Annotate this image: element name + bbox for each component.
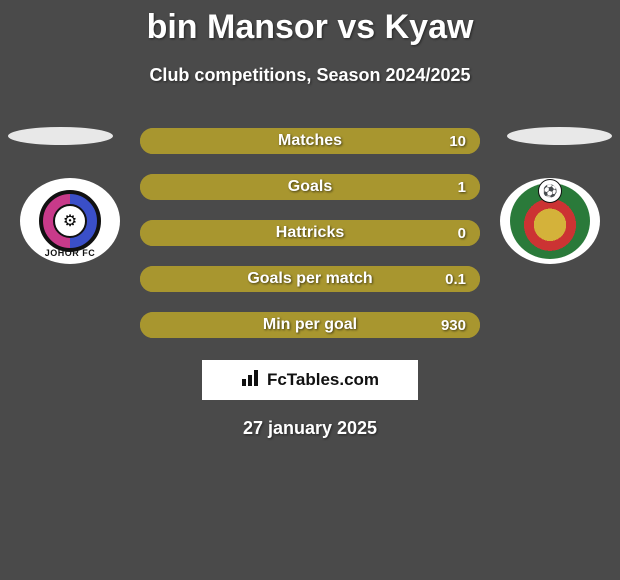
stat-row: Hattricks 0	[140, 220, 480, 246]
stat-label: Matches	[278, 132, 342, 150]
stat-row: Matches 10	[140, 128, 480, 154]
soccer-ball-icon: ⚽	[538, 179, 562, 203]
snapshot-date: 27 january 2025	[0, 418, 620, 439]
stat-row: Min per goal 930	[140, 312, 480, 338]
player-right-ellipse	[507, 127, 612, 145]
club-crest-right: ⚽	[500, 178, 600, 264]
subtitle: Club competitions, Season 2024/2025	[0, 65, 620, 86]
stat-row: Goals 1	[140, 174, 480, 200]
stat-label: Hattricks	[276, 224, 344, 242]
chart-icon	[241, 369, 261, 392]
stat-value-right: 1	[458, 179, 466, 196]
club-crest-left: ⚙ JOHOR FC	[20, 178, 120, 264]
club-crest-right-inner: ⚽	[510, 183, 590, 259]
attribution-badge[interactable]: FcTables.com	[202, 360, 418, 400]
stat-label: Goals	[288, 178, 332, 196]
club-crest-left-caption: JOHOR FC	[20, 248, 120, 258]
stat-value-right: 0.1	[445, 271, 466, 288]
club-crest-left-inner: ⚙	[39, 190, 101, 252]
stat-value-right: 0	[458, 225, 466, 242]
stat-value-right: 10	[449, 133, 466, 150]
gear-icon: ⚙	[53, 204, 87, 238]
stat-label: Goals per match	[247, 270, 372, 288]
stat-row: Goals per match 0.1	[140, 266, 480, 292]
stat-value-right: 930	[441, 317, 466, 334]
player-left-ellipse	[8, 127, 113, 145]
attribution-text: FcTables.com	[267, 370, 379, 390]
stat-label: Min per goal	[263, 316, 357, 334]
page-title: bin Mansor vs Kyaw	[0, 0, 620, 47]
